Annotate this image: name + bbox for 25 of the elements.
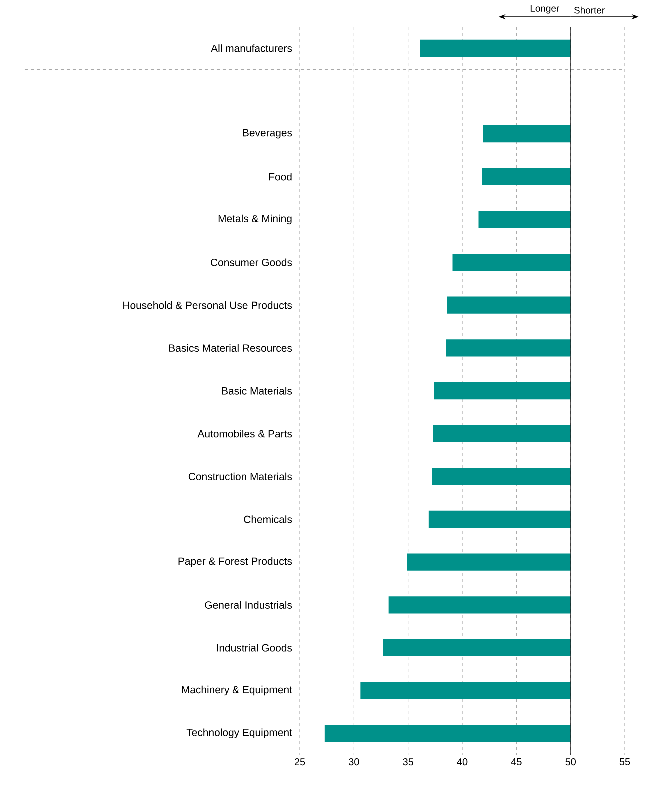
y-tick-label: Basics Material Resources bbox=[170, 344, 292, 352]
y-tick-label: All manufacturers bbox=[211, 44, 292, 52]
x-tick-label: 30 bbox=[349, 758, 360, 766]
y-tick-label: Food bbox=[269, 173, 292, 181]
x-tick-label: 55 bbox=[620, 758, 630, 766]
x-tick-label: 35 bbox=[403, 758, 414, 766]
y-tick-label: General Industrials bbox=[205, 601, 292, 609]
y-tick-label: Metals & Mining bbox=[218, 214, 292, 225]
x-tick-label: 50 bbox=[566, 758, 576, 766]
text: Shorter bbox=[574, 6, 605, 14]
y-tick-label: Household & Personal Use Products bbox=[124, 302, 292, 310]
x-tick-label: 40 bbox=[457, 758, 468, 766]
x-tick-label: 45 bbox=[511, 758, 522, 766]
y-tick-label: Technology Equipment bbox=[186, 728, 292, 738]
y-tick-label: Paper & Forest Products bbox=[178, 557, 292, 568]
y-tick-label: Automobiles & Parts bbox=[198, 430, 292, 438]
y-tick-label: Basic Materials bbox=[222, 387, 292, 395]
y-tick-label: Chemicals bbox=[244, 516, 292, 524]
text: Longer bbox=[530, 5, 560, 14]
y-tick-label: Machinery & Equipment bbox=[182, 686, 292, 696]
y-tick-label: Construction Materials bbox=[188, 472, 292, 480]
x-tick-label: 25 bbox=[294, 758, 306, 766]
y-tick-label: Industrial Goods bbox=[217, 644, 292, 652]
y-tick-label: Beverages bbox=[243, 129, 292, 139]
y-tick-label: Consumer Goods bbox=[211, 258, 292, 266]
